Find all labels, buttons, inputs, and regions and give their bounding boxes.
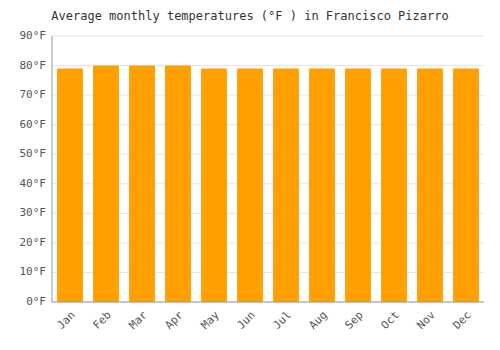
x-tick-label: Jan [55,309,78,332]
bar [129,66,155,302]
title: Average monthly temperatures (°F ) in Fr… [51,9,448,23]
y-tick-label: 40°F [20,177,47,190]
grid-line [52,302,484,303]
y-tick-label: 90°F [20,29,47,42]
bar [165,66,191,302]
bar [417,69,443,302]
bar [57,69,83,302]
x-tick-label: Sep [343,309,366,332]
y-tick-label: 70°F [20,88,47,101]
grid-line [52,36,484,37]
bar [237,69,263,302]
x-tick-label: Dec [451,309,474,332]
y-tick-label: 80°F [20,59,47,72]
x-tick-label: Mar [127,308,151,332]
bar [309,69,335,302]
x-tick-label: Feb [91,309,114,332]
bars [57,66,479,302]
y-tick-label: 30°F [20,206,47,219]
y-tick-label: 50°F [20,147,47,160]
y-axis-line [52,36,53,302]
x-tick-label: Oct [379,309,402,332]
x-tick-label: May [199,308,223,332]
bar [453,69,479,302]
bar [345,69,371,302]
x-tick-label: Jun [235,309,258,332]
x-tick-label: Nov [415,308,439,332]
chart: 0°F 10°F 20°F 30°F 40°F 50°F 60°F 70°F 80°F 90°F J… [0,0,500,350]
x-tick-label: Aug [307,309,330,332]
x-axis-line [52,302,484,303]
x-tick-label: Apr [163,308,187,332]
grid [52,36,484,302]
y-tick-label: 0°F [26,295,46,308]
y-tick-label: 60°F [20,118,47,131]
y-tick-label: 20°F [20,236,47,249]
bar [201,69,227,302]
y-tick-label: 10°F [20,265,47,278]
chart-container: 0°F 10°F 20°F 30°F 40°F 50°F 60°F 70°F 80°F 90°F J… [0,0,500,350]
bar [381,69,407,302]
bar [273,69,299,302]
bar [93,66,119,302]
x-tick-label: Jul [271,309,294,332]
